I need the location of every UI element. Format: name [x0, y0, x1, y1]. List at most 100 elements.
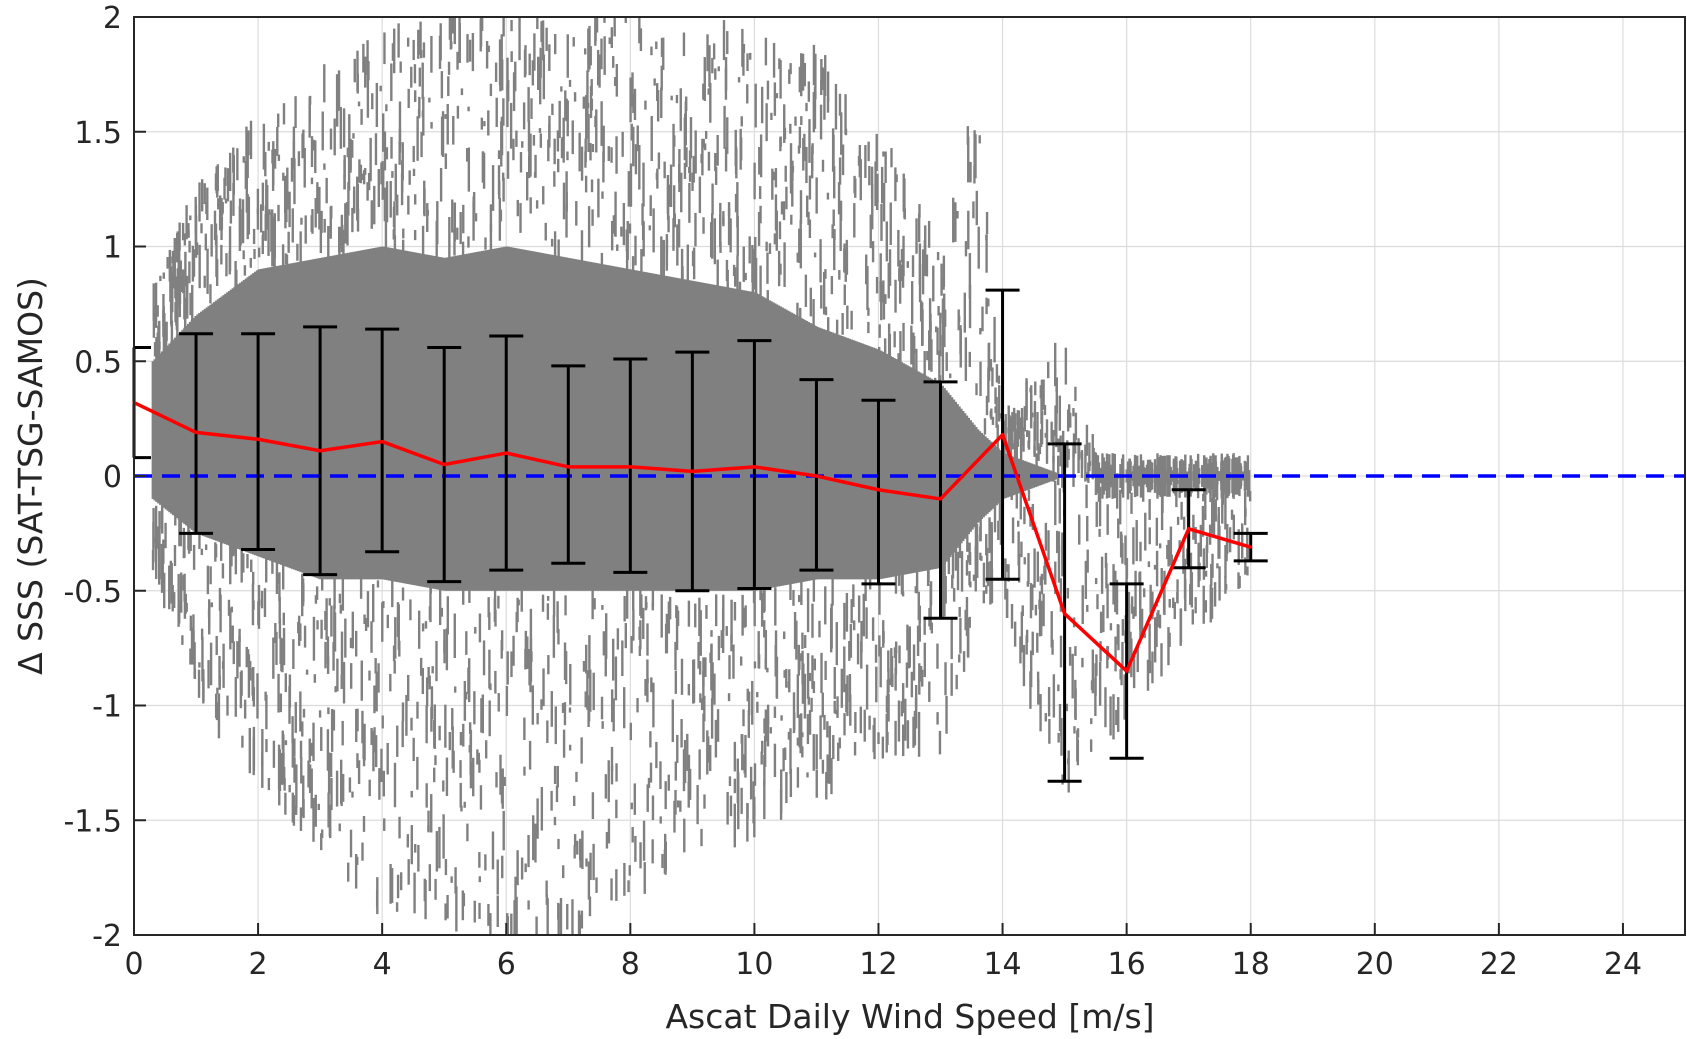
scatter-point — [440, 71, 444, 99]
scatter-point — [534, 823, 537, 863]
scatter-point — [954, 202, 957, 242]
scatter-point — [478, 852, 481, 868]
scatter-band — [585, 261, 589, 591]
mean-point — [628, 465, 632, 469]
scatter-point — [467, 106, 470, 112]
scatter-band — [294, 262, 299, 571]
scatter-point — [393, 201, 396, 239]
scatter-band — [456, 255, 461, 591]
scatter-point — [489, 223, 493, 250]
scatter-point — [336, 658, 339, 692]
scatter-band — [626, 268, 630, 591]
scatter-point — [356, 753, 359, 768]
scatter-band — [695, 281, 699, 591]
y-tick-label: -1.5 — [63, 804, 122, 839]
x-tick-label: 16 — [1108, 947, 1146, 982]
scatter-point — [1106, 504, 1109, 535]
scatter-point — [650, 115, 653, 162]
scatter-point — [849, 694, 852, 726]
scatter-band — [568, 258, 572, 591]
scatter-point — [875, 133, 878, 172]
scatter-point — [733, 601, 737, 621]
scatter-point — [228, 251, 231, 275]
scatter-point — [583, 48, 587, 55]
scatter-band — [1020, 460, 1024, 492]
scatter-band — [896, 360, 900, 576]
scatter-point — [698, 597, 701, 637]
scatter-point — [724, 147, 728, 172]
mean-point — [318, 449, 322, 453]
scatter-point — [321, 574, 324, 591]
scatter-point — [952, 197, 955, 243]
scatter-point — [627, 171, 631, 207]
scatter-point — [993, 316, 996, 363]
scatter-point — [887, 323, 891, 366]
scatter-band — [966, 417, 971, 535]
scatter-band — [942, 388, 946, 564]
scatter-point — [838, 737, 841, 749]
scatter-point — [930, 622, 934, 634]
scatter-point — [480, 117, 484, 130]
scatter-point — [989, 410, 992, 418]
scatter-band — [784, 309, 788, 586]
scatter-point — [168, 565, 171, 610]
scatter-point — [566, 100, 569, 137]
scatter-point — [164, 522, 167, 549]
scatter-point — [1166, 455, 1169, 497]
scatter-band — [521, 249, 526, 591]
scatter-point — [703, 143, 707, 151]
x-tick-label: 24 — [1604, 947, 1642, 982]
scatter-point — [572, 37, 575, 47]
scatter-point — [481, 151, 485, 183]
scatter-point — [678, 149, 681, 193]
scatter-point — [453, 17, 456, 45]
scatter-point — [1143, 633, 1146, 638]
x-tick-label: 12 — [859, 947, 897, 982]
scatter-point — [1132, 650, 1136, 689]
scatter-point — [766, 290, 769, 308]
scatter-point — [1047, 687, 1051, 717]
scatter-point — [702, 657, 705, 687]
scatter-point — [500, 34, 503, 69]
scatter-point — [547, 139, 550, 162]
scatter-point — [450, 876, 453, 883]
scatter-point — [401, 587, 405, 601]
scatter-point — [505, 686, 509, 716]
scatter-point — [979, 526, 982, 542]
scatter-point — [1168, 598, 1171, 608]
scatter-point — [266, 185, 269, 230]
scatter-point — [376, 877, 379, 915]
scatter-band — [536, 252, 541, 591]
scatter-point — [676, 224, 679, 266]
scatter-point — [299, 740, 303, 759]
scatter-point — [829, 758, 832, 773]
scatter-point — [381, 166, 384, 200]
scatter-point — [624, 17, 627, 23]
scatter-point — [826, 192, 830, 200]
scatter-point — [863, 709, 866, 742]
scatter-point — [190, 627, 194, 653]
scatter-point — [728, 776, 732, 787]
scatter-point — [351, 140, 354, 158]
scatter-point — [329, 207, 332, 239]
scatter-point — [520, 581, 523, 612]
scatter-point — [736, 215, 739, 256]
scatter-point — [976, 534, 979, 579]
scatter-band — [267, 267, 271, 560]
scatter-point — [811, 655, 814, 689]
scatter-point — [487, 45, 490, 52]
scatter-band — [157, 355, 161, 504]
scatter-point — [1158, 543, 1162, 549]
scatter-point — [173, 545, 177, 567]
scatter-point — [822, 271, 826, 315]
scatter-point — [410, 790, 413, 798]
scatter-point — [651, 795, 655, 821]
scatter-point — [808, 710, 812, 735]
scatter-point — [1155, 550, 1159, 587]
scatter-point — [413, 872, 416, 914]
scatter-point — [683, 117, 687, 161]
scatter-point — [910, 671, 914, 698]
scatter-point — [231, 625, 234, 644]
scatter-point — [893, 331, 896, 348]
scatter-point — [562, 117, 565, 163]
